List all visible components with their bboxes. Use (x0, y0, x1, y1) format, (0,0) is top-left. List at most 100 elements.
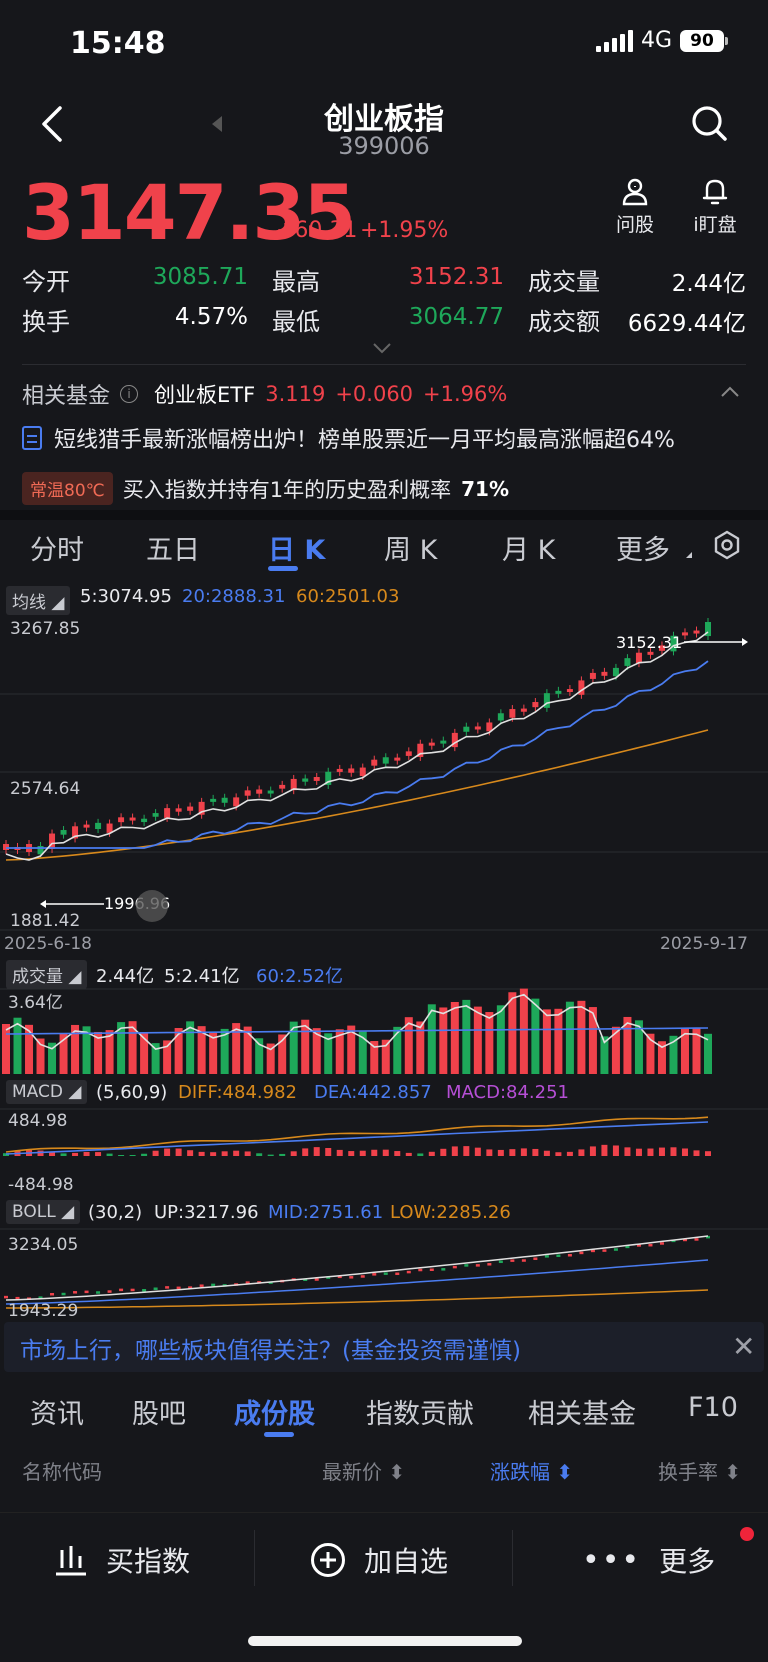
chevron-down-icon[interactable] (372, 342, 392, 354)
macd-selector[interactable]: MACD ◢ (6, 1080, 88, 1104)
promo-banner[interactable] (4, 1322, 764, 1372)
news-row[interactable]: 短线猎手最新涨幅榜出炉！榜单股票近一月平均最高涨幅超64% (22, 422, 675, 454)
candle (325, 771, 332, 785)
boll-selector[interactable]: BOLL ◢ (6, 1200, 81, 1224)
boll-candle (245, 1281, 250, 1284)
tab-five-day[interactable]: 五日 (146, 535, 200, 566)
candle (681, 632, 688, 636)
volume-bar (232, 1023, 241, 1074)
tab-intraday[interactable]: 分时 (30, 535, 84, 566)
macd-bar (83, 1151, 90, 1156)
candle (279, 784, 286, 789)
candle (394, 757, 401, 761)
candle (3, 844, 9, 850)
boll-candle (452, 1265, 457, 1269)
boll-chart[interactable]: 3234.05 1943.29 (0, 1228, 768, 1320)
buy-index-button[interactable]: 买指数 (54, 1540, 190, 1580)
amount-value: 6629.44亿 (627, 311, 746, 337)
macd-bar (141, 1153, 148, 1156)
macd-bar (267, 1154, 274, 1156)
boll-low: LOW:2285.26 (390, 1202, 511, 1223)
tab-constituents[interactable]: 成份股 (234, 1399, 315, 1430)
candle (49, 833, 56, 849)
boll-candle (636, 1244, 641, 1247)
boll-candle (671, 1239, 676, 1243)
home-indicator[interactable] (248, 1636, 522, 1646)
chevron-up-icon[interactable] (720, 386, 740, 398)
tab-related-funds[interactable]: 相关基金 (528, 1399, 636, 1430)
kline-chart[interactable]: 3267.85 2574.64 1881.42 3152.31 1996.96 (0, 612, 768, 932)
network-label: 4G (640, 28, 672, 53)
back-icon[interactable] (38, 104, 66, 144)
promo-banner-text[interactable]: 市场上行，哪些板块值得关注？(基金投资需谨慎) (20, 1338, 521, 1364)
close-icon[interactable]: ✕ (732, 1330, 756, 1363)
volume-bar (646, 1033, 655, 1074)
volume-value: 2.44亿 (671, 271, 746, 297)
boll-candle (682, 1238, 687, 1242)
tab-f10[interactable]: F10 (688, 1392, 738, 1423)
volume-chart[interactable]: 3.64亿 (0, 988, 768, 1076)
macd-chart[interactable]: 484.98 -484.98 (0, 1108, 768, 1196)
temperature-row[interactable]: 常温80℃ 买入指数并持有1年的历史盈利概率 71% (22, 472, 509, 505)
candle (348, 768, 355, 773)
temperature-badge: 常温80℃ (22, 472, 113, 505)
volume-bar (255, 1038, 264, 1074)
candle (705, 622, 711, 637)
turnover-label: 换手 (22, 308, 70, 336)
volume-bar (186, 1021, 195, 1074)
macd-bar (612, 1145, 619, 1156)
tab-daily-k[interactable]: 日 K (268, 535, 326, 566)
tab-forum[interactable]: 股吧 (132, 1399, 186, 1430)
volume-ma5: 5:2.41亿 (164, 966, 240, 987)
macd-bar (302, 1148, 309, 1156)
column-turnover[interactable]: 换手率 ⬍ (658, 1460, 742, 1484)
boll-candle (567, 1253, 572, 1257)
info-icon[interactable]: i (120, 385, 139, 403)
volume-bar (416, 1021, 425, 1074)
end-date: 2025-9-17 (660, 934, 748, 954)
macd-bar (187, 1150, 194, 1156)
macd-bar (371, 1149, 378, 1156)
tab-news[interactable]: 资讯 (30, 1399, 84, 1430)
volume-bar (289, 1021, 298, 1074)
candle (359, 767, 366, 777)
macd-value: MACD:84.251 (446, 1082, 570, 1103)
volume-bar (105, 1030, 114, 1074)
min-price-arrowhead (40, 900, 46, 908)
tab-more[interactable]: 更多 (616, 535, 670, 566)
fund-pct: +1.96% (423, 382, 508, 406)
macd-bar (3, 1153, 9, 1156)
candle (428, 742, 435, 746)
related-fund-row[interactable]: 相关基金 i 创业板ETF 3.119 +0.060 +1.96% (22, 378, 507, 410)
boll-axis-top: 3234.05 (8, 1235, 78, 1255)
boll-candle (487, 1263, 492, 1266)
tab-weekly-k[interactable]: 周 K (384, 535, 438, 566)
prev-arrow-icon[interactable] (212, 116, 222, 132)
battery-icon: 90 (680, 29, 728, 52)
drag-handle[interactable] (136, 890, 168, 922)
page-title: 创业板指 (324, 102, 444, 137)
volume-selector[interactable]: 成交量 ◢ (6, 960, 88, 989)
watch-market-button[interactable]: i盯盘 (680, 176, 750, 237)
tab-index-contribution[interactable]: 指数贡献 (366, 1399, 474, 1430)
settings-icon[interactable] (712, 530, 742, 560)
column-pct[interactable]: 涨跌幅 ⬍ (490, 1460, 574, 1484)
ma-selector[interactable]: 均线 ◢ (6, 586, 71, 615)
boll-up: UP:3217.96 (154, 1202, 259, 1223)
column-price[interactable]: 最新价 ⬍ (322, 1460, 406, 1484)
add-watchlist-button[interactable]: 加自选 (310, 1540, 448, 1580)
volume-bar (623, 1016, 632, 1074)
more-button[interactable]: ••• 更多 (582, 1542, 716, 1579)
volume-bar (197, 1026, 206, 1074)
macd-bar (474, 1147, 481, 1156)
boll-candle (659, 1242, 664, 1245)
tab-monthly-k[interactable]: 月 K (502, 535, 556, 566)
boll-candle (383, 1272, 388, 1275)
ask-stock-button[interactable]: 问股 (600, 176, 670, 237)
search-icon[interactable] (690, 104, 728, 142)
macd-bar (647, 1148, 654, 1156)
candle (175, 808, 182, 812)
boll-candle (360, 1275, 365, 1278)
boll-params: (30,2) (88, 1202, 143, 1223)
volume-bar (669, 1035, 678, 1074)
